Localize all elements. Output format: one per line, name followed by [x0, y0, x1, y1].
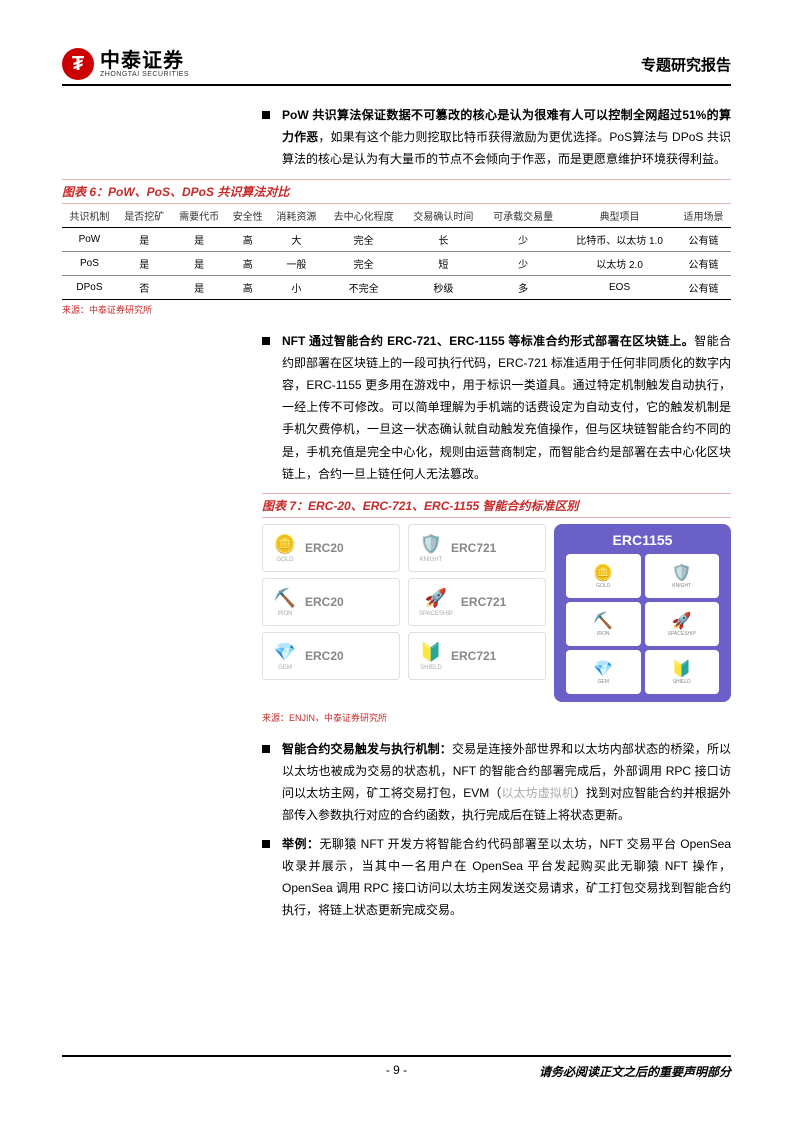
paragraph-example: 举例：无聊猿 NFT 开发方将智能合约代码部署至以太坊，NFT 交易平台 Ope… — [262, 833, 731, 922]
table-header: 适用场景 — [676, 204, 731, 228]
table-header: 交易确认时间 — [404, 204, 484, 228]
table-header: 需要代币 — [172, 204, 227, 228]
table-cell: 高 — [227, 275, 269, 299]
table-cell: 大 — [269, 227, 324, 251]
erc-tile: 💎GEMERC20 — [262, 632, 400, 680]
logo: ₮ 中泰证券 ZHONGTAI SECURITIES — [62, 48, 189, 80]
erc1155-item: 💎GEM — [566, 650, 641, 694]
page-header: ₮ 中泰证券 ZHONGTAI SECURITIES 专题研究报告 — [62, 48, 731, 86]
gem-icon: 💎 — [273, 641, 297, 665]
table-cell: 是 — [172, 275, 227, 299]
knight-icon: 🛡️ — [419, 533, 443, 557]
table-header: 去中心化程度 — [324, 204, 404, 228]
iron-icon: ⛏️ — [593, 611, 613, 631]
report-type: 专题研究报告 — [641, 54, 731, 75]
table-cell: 是 — [117, 251, 172, 275]
erc1155-item: ⛏️IRON — [566, 602, 641, 646]
table-cell: 秒级 — [404, 275, 484, 299]
table-cell: PoW — [62, 227, 117, 251]
table-cell: 公有链 — [676, 227, 731, 251]
table-header: 典型项目 — [563, 204, 676, 228]
table-cell: 高 — [227, 227, 269, 251]
bullet-icon — [262, 337, 270, 345]
figure-7-title: 图表 7：ERC-20、ERC-721、ERC-1155 智能合约标准区别 — [262, 493, 731, 518]
table-cell: 比特币、以太坊 1.0 — [563, 227, 676, 251]
table-6-title: 图表 6：PoW、PoS、DPoS 共识算法对比 — [62, 179, 731, 204]
table-cell: PoS — [62, 251, 117, 275]
table-6-section: 图表 6：PoW、PoS、DPoS 共识算法对比 共识机制是否挖矿需要代币安全性… — [62, 179, 731, 316]
figure-7-section: 图表 7：ERC-20、ERC-721、ERC-1155 智能合约标准区别 🪙G… — [262, 493, 731, 724]
table-cell: 完全 — [324, 227, 404, 251]
logo-icon: ₮ — [62, 48, 94, 80]
gem-icon: 💎 — [593, 659, 613, 679]
spaceship-icon: 🚀 — [424, 587, 448, 611]
erc-tile: 🪙GOLDERC20 — [262, 524, 400, 572]
erc-tile: 🚀SPACESHIPERC721 — [408, 578, 546, 626]
table-header: 可承载交易量 — [483, 204, 563, 228]
table-header: 共识机制 — [62, 204, 117, 228]
logo-en-text: ZHONGTAI SECURITIES — [100, 71, 189, 78]
table-header: 消耗资源 — [269, 204, 324, 228]
table-cell: 公有链 — [676, 275, 731, 299]
table-cell: 否 — [117, 275, 172, 299]
table-cell: 高 — [227, 251, 269, 275]
table-cell: EOS — [563, 275, 676, 299]
table-cell: 不完全 — [324, 275, 404, 299]
page-footer: - 9 - 请务必阅读正文之后的重要声明部分 — [62, 1055, 731, 1080]
knight-icon: 🛡️ — [672, 563, 692, 583]
page-number: - 9 - — [386, 1063, 407, 1077]
table-cell: 一般 — [269, 251, 324, 275]
table-cell: 多 — [483, 275, 563, 299]
paragraph-pow: PoW 共识算法保证数据不可篡改的核心是认为很难有人可以控制全网超过51%的算力… — [262, 104, 731, 171]
table-cell: 完全 — [324, 251, 404, 275]
table-cell: 少 — [483, 251, 563, 275]
bullet-icon — [262, 745, 270, 753]
logo-cn-text: 中泰证券 — [100, 51, 189, 71]
paragraph-smart-contract: 智能合约交易触发与执行机制：交易是连接外部世界和以太坊内部状态的桥梁，所以以太坊… — [262, 738, 731, 827]
table-header: 安全性 — [227, 204, 269, 228]
spaceship-icon: 🚀 — [672, 611, 692, 631]
erc1155-item: 🔰SHIELD — [645, 650, 720, 694]
paragraph-nft-erc: NFT 通过智能合约 ERC-721、ERC-1155 等标准合约形式部署在区块… — [262, 330, 731, 485]
shield-icon: 🔰 — [672, 659, 692, 679]
gold-icon: 🪙 — [273, 533, 297, 557]
table-cell: 是 — [172, 251, 227, 275]
erc1155-item: 🛡️KNIGHT — [645, 554, 720, 598]
iron-icon: ⛏️ — [273, 587, 297, 611]
consensus-table: 共识机制是否挖矿需要代币安全性消耗资源去中心化程度交易确认时间可承载交易量典型项… — [62, 204, 731, 300]
table-cell: 是 — [117, 227, 172, 251]
erc1155-panel: ERC1155 🪙GOLD🛡️KNIGHT⛏️IRON🚀SPACESHIP💎GE… — [554, 524, 731, 702]
erc1155-item: 🪙GOLD — [566, 554, 641, 598]
table-cell: 以太坊 2.0 — [563, 251, 676, 275]
footer-notice: 请务必阅读正文之后的重要声明部分 — [539, 1063, 731, 1080]
erc-tile: ⛏️IRONERC20 — [262, 578, 400, 626]
erc-tile: 🛡️KNIGHTERC721 — [408, 524, 546, 572]
bullet-icon — [262, 111, 270, 119]
erc1155-item: 🚀SPACESHIP — [645, 602, 720, 646]
shield-icon: 🔰 — [419, 641, 443, 665]
table-cell: 长 — [404, 227, 484, 251]
table-cell: 短 — [404, 251, 484, 275]
bullet-icon — [262, 840, 270, 848]
erc-tile: 🔰SHIELDERC721 — [408, 632, 546, 680]
figure-7-source: 来源：ENJIN，中泰证券研究所 — [262, 711, 731, 724]
table-6-source: 来源：中泰证券研究所 — [62, 303, 731, 316]
table-cell: 小 — [269, 275, 324, 299]
table-cell: 少 — [483, 227, 563, 251]
table-cell: 是 — [172, 227, 227, 251]
gold-icon: 🪙 — [593, 563, 613, 583]
table-cell: DPoS — [62, 275, 117, 299]
table-cell: 公有链 — [676, 251, 731, 275]
table-header: 是否挖矿 — [117, 204, 172, 228]
